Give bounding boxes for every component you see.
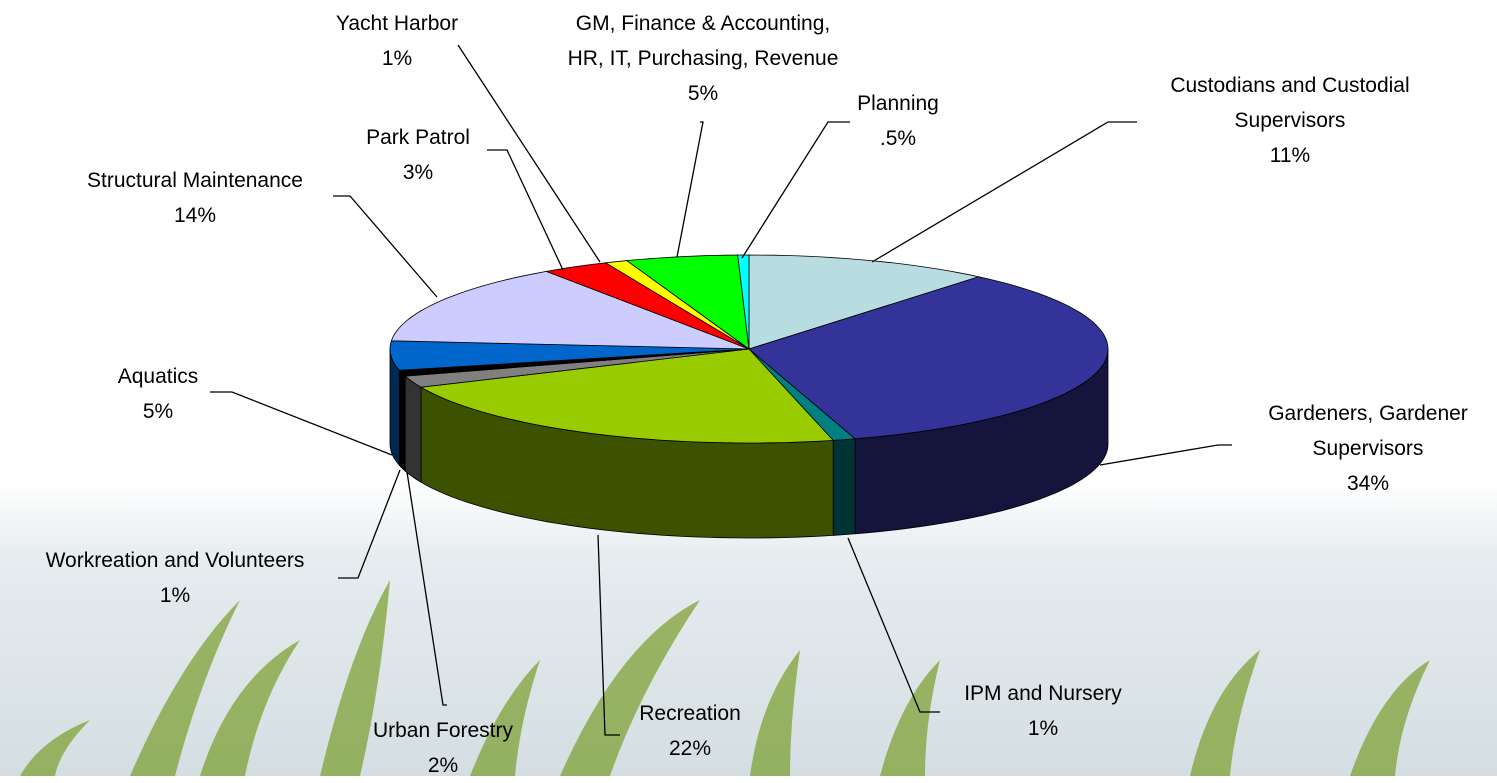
value-label: 34% [1243, 466, 1493, 501]
category-label: Planning [818, 86, 978, 121]
value-label: 1% [913, 711, 1173, 746]
slice-side [833, 439, 855, 536]
value-label: 1% [302, 41, 492, 76]
category-label: Aquatics [78, 359, 238, 394]
category-label: Yacht Harbor [302, 6, 492, 41]
leader-line [407, 472, 447, 705]
leader-line [1100, 445, 1232, 465]
category-label: Gardeners, Gardener Supervisors [1243, 396, 1493, 466]
value-label: 2% [333, 748, 553, 783]
value-label: 5% [78, 394, 238, 429]
slice-side [399, 370, 405, 471]
category-label: Urban Forestry [333, 713, 553, 748]
value-label: 14% [35, 198, 355, 233]
value-label: 3% [338, 155, 498, 190]
category-label: Workreation and Volunteers [0, 543, 355, 578]
leader-line [487, 150, 563, 270]
value-label: .5% [818, 121, 978, 156]
category-label: Structural Maintenance [35, 163, 355, 198]
category-label: Custodians and Custodial Supervisors [1140, 68, 1440, 138]
category-label: GM, Finance & Accounting, HR, IT, Purcha… [533, 6, 873, 76]
value-label: 1% [0, 578, 355, 613]
slice-side [405, 376, 421, 482]
value-label: 22% [590, 731, 790, 766]
value-label: 11% [1140, 138, 1440, 173]
leader-line [677, 122, 703, 257]
page: (() => { const data = JSON.parse(documen… [0, 0, 1497, 776]
category-label: Park Patrol [338, 120, 498, 155]
category-label: IPM and Nursery [913, 676, 1173, 711]
data-label: Planning.5% [818, 86, 978, 156]
category-label: Recreation [590, 696, 790, 731]
